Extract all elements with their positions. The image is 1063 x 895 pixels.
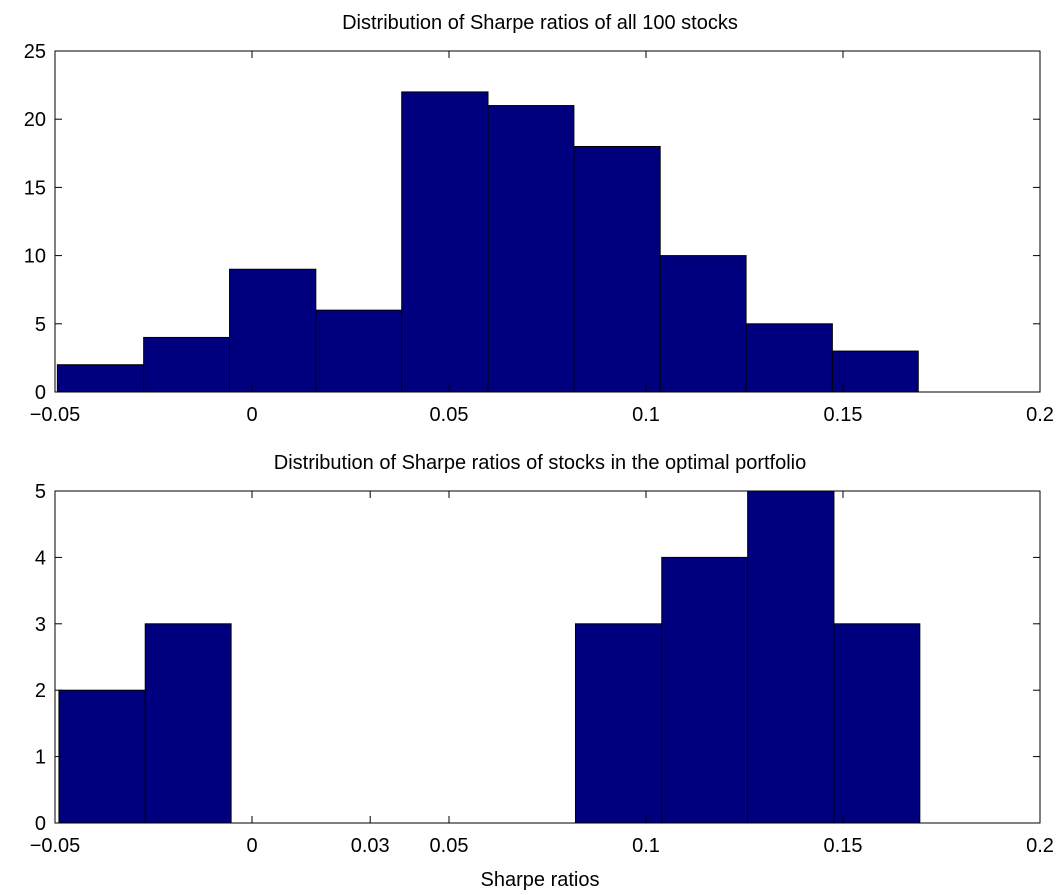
axes-box	[54, 490, 1041, 824]
histogram-bar-1	[143, 336, 231, 393]
x-tick-label: −0.05	[30, 404, 81, 426]
chart-title: Distribution of Sharpe ratios of all 100…	[342, 12, 738, 34]
y-tick-label: 25	[24, 41, 46, 63]
histogram-bar-0	[56, 364, 145, 393]
y-tick-label: 3	[35, 614, 46, 636]
histogram-bar-5	[487, 105, 575, 393]
histogram-bar-7	[661, 556, 749, 824]
x-tick-label: −0.05	[30, 835, 81, 857]
axes-box	[54, 50, 1041, 393]
y-tick-label: 1	[35, 747, 46, 769]
histogram-bar-6	[574, 623, 663, 824]
x-tick-label: 0.05	[430, 835, 469, 857]
x-tick-label: 0	[246, 404, 257, 426]
y-tick-label: 5	[35, 481, 46, 503]
histogram-bar-8	[745, 323, 833, 393]
histogram-bar-3	[315, 309, 403, 393]
y-tick-label: 4	[35, 547, 46, 569]
x-tick-label: 0.03	[351, 835, 390, 857]
y-tick-label: 0	[35, 382, 46, 404]
bars-group	[56, 91, 919, 393]
histogram-bar-9	[833, 623, 921, 824]
x-tick-label: 0.1	[632, 404, 660, 426]
histogram-bar-6	[573, 145, 661, 393]
y-tick-label: 2	[35, 680, 46, 702]
histogram-bar-1	[144, 623, 232, 824]
x-tick-label: 0	[246, 835, 257, 857]
histogram-all-stocks: Distribution of Sharpe ratios of all 100…	[24, 12, 1054, 426]
y-tick-label: 15	[24, 177, 46, 199]
y-tick-label: 10	[24, 246, 46, 268]
x-tick-label: 0.15	[824, 404, 863, 426]
x-tick-label: 0.2	[1026, 835, 1054, 857]
histogram-bar-4	[401, 91, 489, 393]
y-tick-label: 20	[24, 109, 46, 131]
x-axis-label: Sharpe ratios	[481, 869, 600, 891]
x-tick-label: 0.2	[1026, 404, 1054, 426]
histogram-bar-9	[831, 350, 919, 393]
x-tick-label: 0.15	[824, 835, 863, 857]
bars-group	[58, 490, 921, 824]
y-tick-label: 0	[35, 813, 46, 835]
chart-title: Distribution of Sharpe ratios of stocks …	[274, 452, 806, 474]
histogram-bar-8	[747, 490, 835, 824]
histogram-bar-7	[659, 255, 747, 393]
y-tick-label: 5	[35, 314, 46, 336]
histogram-bar-2	[229, 268, 317, 393]
histogram-bar-0	[58, 689, 146, 824]
x-tick-label: 0.1	[632, 835, 660, 857]
x-tick-label: 0.05	[430, 404, 469, 426]
histogram-optimal-portfolio: Distribution of Sharpe ratios of stocks …	[30, 452, 1054, 891]
